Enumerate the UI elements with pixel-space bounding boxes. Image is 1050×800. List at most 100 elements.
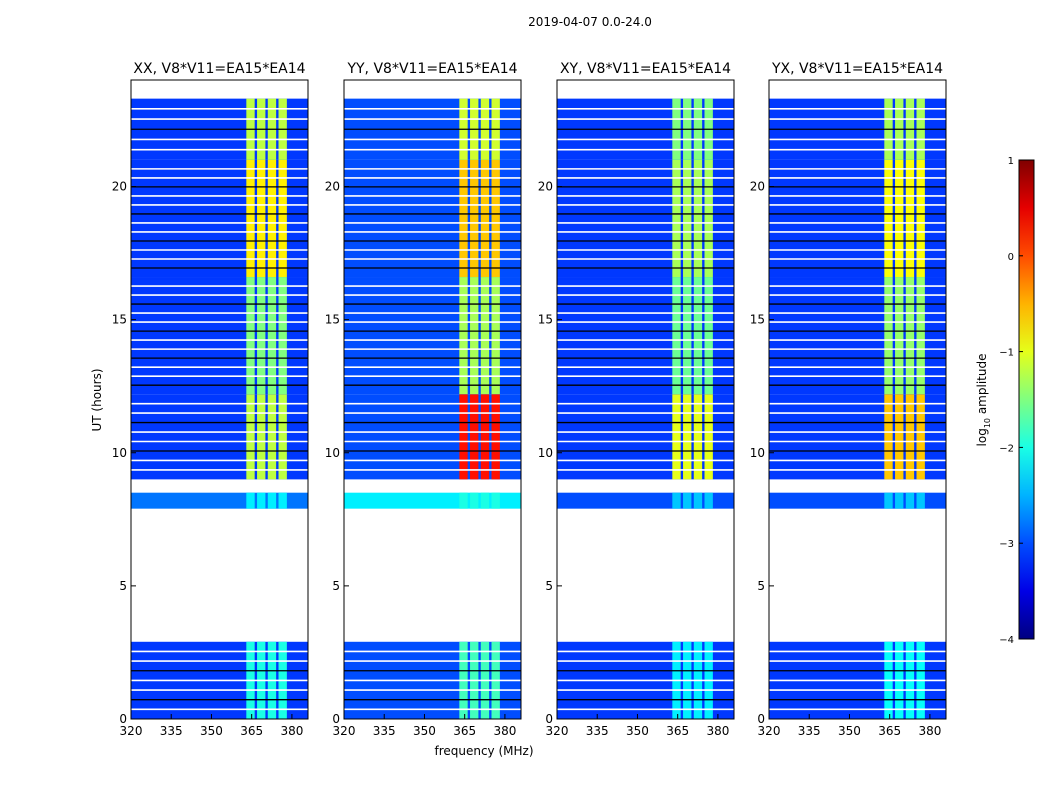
panel-frame (130, 79, 309, 720)
rfi-channel-block (278, 277, 287, 395)
rfi-channel-block (278, 159, 287, 278)
panel-1: XX, V8*V11=EA15*EA14 0 5 10 15 20 320 335 350 365… (112, 61, 309, 738)
x-tick-label: 380 (918, 724, 941, 738)
rfi-channel-block (693, 159, 703, 278)
rfi-channel-block (916, 277, 925, 395)
colorbar-label-suffix: amplitude (975, 354, 989, 418)
colorbar-tick-label: 0 (1008, 252, 1014, 263)
rfi-channel-block (267, 394, 277, 480)
figure-title: 2019-04-07 0.0-24.0 (528, 15, 652, 29)
x-tick-label: 365 (240, 724, 263, 738)
rfi-channel-block (267, 277, 277, 395)
rfi-channel-block (491, 277, 500, 395)
rfi-channel-block (704, 492, 713, 509)
rfi-channel-block (257, 159, 266, 278)
rfi-channel-block (278, 394, 287, 480)
y-tick-label: 15 (112, 313, 127, 327)
colorbar-gradient (1018, 159, 1035, 640)
y-tick-label: 10 (750, 446, 765, 460)
y-tick-label: 15 (538, 313, 553, 327)
x-tick-label: 335 (160, 724, 183, 738)
rfi-channel-block (257, 492, 266, 509)
rfi-channel-block (704, 159, 713, 278)
panel-2: YY, V8*V11=EA15*EA14 0 5 10 15 20 320 335 350 365… (325, 61, 522, 738)
panel-title: YX, V8*V11=EA15*EA14 (771, 61, 943, 77)
x-tick-label: 320 (120, 724, 143, 738)
panel-frame (556, 79, 735, 720)
rfi-channel-block (257, 277, 266, 395)
x-tick-label: 380 (493, 724, 516, 738)
rfi-channel-block (470, 394, 479, 480)
x-tick-label: 365 (666, 724, 689, 738)
panels: XX, V8*V11=EA15*EA14 0 5 10 15 20 320 335 350 365… (112, 61, 947, 738)
x-tick-label: 380 (706, 724, 729, 738)
rfi-channel-block (267, 159, 277, 278)
rfi-channel-block (246, 394, 255, 480)
y-tick-label: 5 (332, 579, 340, 593)
rfi-channel-block (884, 159, 893, 278)
y-tick-label: 5 (545, 579, 553, 593)
rfi-channel-block (278, 492, 287, 509)
rfi-channel-block (884, 277, 893, 395)
colorbar-label: log10 amplitude (975, 354, 992, 447)
panel-title: YY, V8*V11=EA15*EA14 (346, 61, 517, 77)
colorbar-label-subscript: 10 (983, 418, 992, 428)
x-tick-label: 320 (758, 724, 781, 738)
y-tick-label: 20 (538, 180, 553, 194)
rfi-channel-block (480, 277, 490, 395)
rfi-channel-block (672, 159, 681, 278)
y-tick-label: 0 (119, 712, 127, 726)
rfi-channel-block (895, 394, 904, 480)
x-tick-label: 335 (586, 724, 609, 738)
colorbar-tick-label: −4 (999, 635, 1014, 646)
rfi-channel-block (470, 492, 479, 509)
rfi-channel-block (895, 159, 904, 278)
rfi-channel-block (246, 492, 255, 509)
panel-4: YX, V8*V11=EA15*EA14 0 5 10 15 20 320 335 350 365… (750, 61, 947, 738)
y-tick-label: 15 (750, 313, 765, 327)
rfi-channel-block (459, 277, 468, 395)
rfi-channel-block (470, 277, 479, 395)
x-tick-label: 380 (280, 724, 303, 738)
rfi-channel-block (704, 394, 713, 480)
colorbar-tick-label: −2 (999, 443, 1014, 454)
rfi-channel-block (672, 277, 681, 395)
panel-title: XX, V8*V11=EA15*EA14 (133, 61, 305, 77)
x-axis-label: frequency (MHz) (434, 744, 533, 758)
rfi-channel-block (884, 394, 893, 480)
rfi-channel-block (672, 394, 681, 480)
rfi-channel-block (246, 277, 255, 395)
rfi-channel-block (895, 492, 904, 509)
rfi-channel-block (246, 159, 255, 278)
rfi-channel-block (916, 492, 925, 509)
y-tick-label: 0 (757, 712, 765, 726)
x-tick-label: 365 (453, 724, 476, 738)
rfi-channel-block (480, 394, 490, 480)
rfi-channel-block (916, 159, 925, 278)
y-tick-label: 0 (545, 712, 553, 726)
rfi-channel-block (459, 492, 468, 509)
rfi-channel-block (459, 159, 468, 278)
rfi-channel-block (905, 277, 915, 395)
panel-3: XY, V8*V11=EA15*EA14 0 5 10 15 20 320 335 350 365… (538, 61, 735, 738)
panel-frame (768, 79, 947, 720)
rfi-channel-block (480, 492, 490, 509)
rfi-channel-block (693, 277, 703, 395)
x-tick-label: 350 (200, 724, 223, 738)
x-tick-label: 320 (333, 724, 356, 738)
panel-frame (343, 79, 522, 720)
x-tick-label: 335 (798, 724, 821, 738)
y-tick-label: 20 (325, 180, 340, 194)
y-tick-label: 10 (538, 446, 553, 460)
x-tick-label: 365 (878, 724, 901, 738)
rfi-channel-block (459, 394, 468, 480)
rfi-channel-block (491, 492, 500, 509)
y-tick-label: 20 (750, 180, 765, 194)
colorbar-tick-label: −1 (999, 348, 1014, 359)
y-tick-label: 10 (112, 446, 127, 460)
rfi-channel-block (491, 394, 500, 480)
rfi-channel-block (905, 394, 915, 480)
rfi-channel-block (693, 394, 703, 480)
rfi-channel-block (257, 394, 266, 480)
